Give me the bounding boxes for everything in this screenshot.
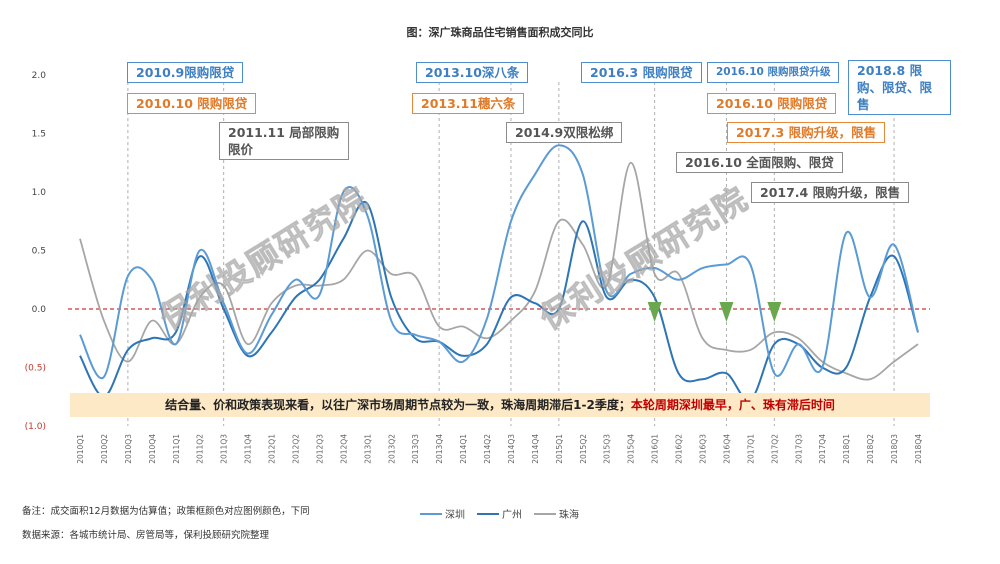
down-arrow-marker — [767, 302, 782, 322]
x-tick-label: 2010Q1 — [76, 434, 85, 464]
x-tick-label: 2012Q1 — [268, 434, 277, 464]
annotation-2011-11: 2011.11 局部限购限价 — [219, 122, 349, 160]
x-tick-label: 2015Q4 — [627, 434, 636, 464]
legend-swatch — [420, 512, 442, 515]
x-tick-label: 2014Q3 — [507, 434, 516, 464]
y-tick-label: 2.0 — [32, 71, 47, 81]
x-tick-label: 2011Q3 — [220, 434, 229, 464]
x-tick-label: 2013Q2 — [387, 434, 396, 464]
annotation-2016-10-sz: 2016.10 限购限贷 — [707, 93, 837, 114]
x-tick-label: 2013Q3 — [411, 434, 420, 464]
annotation-2010-10: 2010.10 限购限贷 — [127, 93, 257, 114]
x-tick-label: 2011Q2 — [196, 434, 205, 464]
series-line-深圳 — [79, 144, 919, 380]
series-line-珠海 — [79, 161, 919, 381]
x-tick-label: 2015Q2 — [579, 434, 588, 464]
annotation-2016-3: 2016.3 限购限贷 — [581, 62, 702, 83]
x-tick-label: 2012Q3 — [315, 434, 324, 464]
x-tick-label: 2018Q2 — [866, 434, 875, 464]
down-arrow-marker — [719, 302, 734, 322]
annotation-2016-10-zh: 2016.10 全面限购、限贷 — [676, 152, 843, 173]
x-tick-label: 2015Q3 — [603, 434, 612, 464]
x-tick-label: 2018Q3 — [890, 434, 899, 464]
x-tick-label: 2013Q1 — [363, 434, 372, 464]
legend-label: 广州 — [502, 510, 522, 521]
annotation-2016-10-gz: 2016.10 限购限贷升级 — [707, 62, 840, 83]
x-tick-label: 2011Q1 — [172, 434, 181, 464]
x-tick-label: 2016Q3 — [699, 434, 708, 464]
annotation-2010-9: 2010.9限购限贷 — [127, 62, 244, 83]
summary-text: 结合量、价和政策表现来看，以往广深市场周期节点较为一致，珠海周期滞后1-2季度； — [165, 398, 631, 412]
footnote-source: 数据来源：各城市统计局、房管局等，保利投顾研究院整理 — [22, 530, 270, 541]
x-tick-label: 2014Q2 — [483, 434, 492, 464]
x-tick-label: 2017Q3 — [794, 434, 803, 464]
legend-item-zhuhai: 珠海 — [534, 506, 579, 521]
y-tick-label: 0.0 — [32, 305, 47, 315]
x-tick-label: 2012Q4 — [339, 434, 348, 464]
y-tick-label: 1.0 — [32, 188, 47, 198]
x-tick-label: 2018Q4 — [914, 434, 923, 464]
legend-item-guangzhou: 广州 — [477, 506, 522, 521]
x-tick-label: 2014Q4 — [531, 434, 540, 464]
x-tick-label: 2010Q2 — [100, 434, 109, 464]
x-tick-label: 2011Q4 — [244, 434, 253, 464]
legend: 深圳 广州 珠海 — [420, 506, 579, 521]
annotation-2017-4: 2017.4 限购升级，限售 — [751, 182, 910, 203]
annotation-2013-11: 2013.11穗六条 — [412, 93, 525, 114]
annotation-2018-8: 2018.8 限购、限贷、限售 — [848, 60, 951, 115]
summary-banner: 结合量、价和政策表现来看，以往广深市场周期节点较为一致，珠海周期滞后1-2季度；… — [70, 393, 930, 417]
x-tick-label: 2016Q4 — [722, 434, 731, 464]
annotation-2017-3: 2017.3 限购升级，限售 — [727, 122, 886, 143]
x-tick-label: 2016Q1 — [651, 434, 660, 464]
x-tick-label: 2012Q2 — [291, 434, 300, 464]
x-tick-label: 2017Q1 — [746, 434, 755, 464]
x-tick-label: 2017Q4 — [818, 434, 827, 464]
x-tick-label: 2010Q3 — [124, 434, 133, 464]
annotation-2013-10: 2013.10深八条 — [416, 62, 529, 83]
y-tick-label: (0.5) — [25, 364, 46, 374]
chart-title: 图：深广珠商品住宅销售面积成交同比 — [407, 25, 594, 39]
legend-label: 深圳 — [445, 510, 465, 521]
x-tick-label: 2016Q2 — [675, 434, 684, 464]
x-tick-label: 2010Q4 — [148, 434, 157, 464]
x-tick-label: 2015Q1 — [555, 434, 564, 464]
annotation-2014-9: 2014.9双限松绑 — [506, 122, 623, 143]
x-tick-label: 2014Q1 — [459, 434, 468, 464]
summary-highlight: 本轮周期深圳最早，广、珠有滞后时间 — [630, 398, 835, 412]
legend-label: 珠海 — [559, 510, 579, 521]
x-tick-label: 2017Q2 — [770, 434, 779, 464]
y-tick-label: 0.5 — [32, 247, 46, 257]
series-line-广州 — [79, 200, 919, 402]
y-tick-label: (1.0) — [25, 422, 46, 432]
down-arrow-marker — [647, 302, 662, 322]
footnote-note: 备注：成交面积12月数据为估算值；政策框颜色对应图例颜色，下同 — [22, 506, 310, 517]
x-tick-label: 2013Q4 — [435, 434, 444, 464]
x-tick-label: 2018Q1 — [842, 434, 851, 464]
legend-swatch — [477, 512, 499, 515]
legend-swatch — [534, 512, 556, 515]
y-tick-label: 1.5 — [32, 130, 46, 140]
legend-item-shenzhen: 深圳 — [420, 506, 465, 521]
